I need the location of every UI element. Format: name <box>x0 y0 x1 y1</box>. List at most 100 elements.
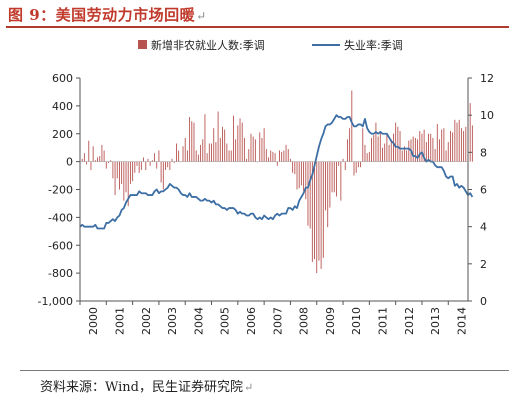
bar <box>86 161 88 165</box>
bar <box>447 142 449 162</box>
bar <box>320 161 322 269</box>
bar <box>97 157 98 162</box>
x-tick-label: 2003 <box>166 307 179 335</box>
bar <box>165 161 166 170</box>
bar <box>108 161 109 164</box>
bar <box>432 137 434 162</box>
right-tick-label: 10 <box>480 109 494 122</box>
source-note: 资料来源：Wind，民生证券研究院↵ <box>40 376 253 395</box>
bar <box>419 130 421 162</box>
bar <box>430 133 432 162</box>
bar <box>311 161 313 262</box>
bar <box>156 161 158 169</box>
bar <box>327 161 329 228</box>
bar <box>232 115 234 162</box>
x-tick-label: 2011 <box>377 307 390 335</box>
bar <box>248 149 250 162</box>
bar <box>92 146 94 162</box>
x-tick-label: 2007 <box>271 307 284 335</box>
bar <box>224 129 226 162</box>
bar <box>180 161 182 163</box>
bar <box>114 161 116 196</box>
bar <box>259 132 261 162</box>
x-tick-label: 2008 <box>298 307 311 335</box>
bar <box>222 126 223 162</box>
bar <box>105 161 107 169</box>
bar <box>287 149 289 162</box>
bar <box>307 161 309 226</box>
bar <box>263 128 265 162</box>
bar <box>211 143 212 162</box>
bar <box>346 139 348 162</box>
bar <box>357 161 359 168</box>
bar <box>445 150 447 162</box>
bar <box>469 103 471 162</box>
bar <box>450 130 451 162</box>
line-series-unemployment <box>79 114 474 230</box>
bar <box>364 144 366 162</box>
left-tick-label: 400 <box>52 100 73 113</box>
left-tick-label: 200 <box>52 128 73 141</box>
x-tick-label: 2004 <box>192 307 205 335</box>
bar <box>241 122 243 162</box>
bar <box>371 137 372 162</box>
source-rule <box>20 370 509 371</box>
bar <box>195 150 197 162</box>
bar <box>217 111 219 162</box>
bar <box>136 161 138 166</box>
bar <box>169 161 171 170</box>
bar <box>353 161 355 176</box>
bar <box>129 161 131 184</box>
bar <box>289 158 291 162</box>
bar <box>434 149 436 162</box>
bar <box>417 139 419 162</box>
bar <box>397 126 399 162</box>
bar <box>127 161 129 207</box>
bar <box>386 133 388 162</box>
bar <box>329 161 331 208</box>
bar <box>237 125 239 162</box>
x-tick-label: 2010 <box>350 307 363 335</box>
bar <box>325 161 326 211</box>
bar <box>388 144 390 162</box>
bar <box>103 150 105 162</box>
bar <box>460 128 462 162</box>
bar-series-employment <box>79 90 473 274</box>
bar <box>226 143 228 162</box>
bar <box>213 128 215 162</box>
left-tick-label: -400 <box>48 211 73 224</box>
bar <box>292 161 294 173</box>
bar <box>204 114 206 162</box>
bar <box>309 161 311 229</box>
bar <box>382 147 383 162</box>
bar <box>88 140 90 162</box>
bar <box>202 139 204 162</box>
legend-line-label: 失业率:季调 <box>344 38 403 52</box>
bar <box>191 121 193 162</box>
figure-title: 图 9：美国劳动力市场回暖↵ <box>8 4 207 25</box>
bar <box>441 129 443 162</box>
right-tick-label: 2 <box>480 258 487 271</box>
bar <box>125 161 127 193</box>
bar <box>182 146 184 162</box>
bar <box>443 128 445 162</box>
bar <box>94 160 96 162</box>
bar <box>408 140 410 162</box>
bar <box>272 151 274 162</box>
bar <box>318 161 320 261</box>
bar <box>366 153 368 162</box>
bar <box>143 157 145 162</box>
bar <box>197 154 199 162</box>
bar <box>228 150 230 162</box>
bar <box>162 161 164 190</box>
bar <box>314 161 315 260</box>
bar <box>362 128 364 162</box>
bar <box>368 151 370 162</box>
bar <box>294 161 296 175</box>
bar <box>186 150 188 162</box>
bar <box>173 161 175 164</box>
bar <box>439 139 440 162</box>
bar <box>132 161 134 182</box>
bar <box>243 137 245 162</box>
